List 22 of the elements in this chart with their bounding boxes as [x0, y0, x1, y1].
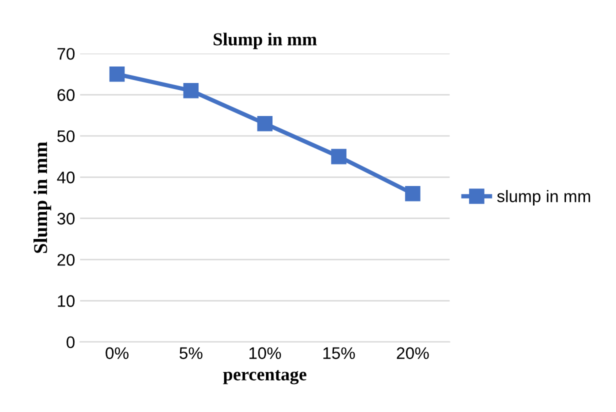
point: [405, 186, 420, 202]
x-tick-label: 5%: [180, 347, 202, 360]
x-tick-label: 20%: [396, 347, 429, 360]
y-tick-label: 70: [58, 48, 75, 60]
chart-title: Slump in mm: [214, 32, 317, 50]
y-tick-label: 60: [58, 89, 75, 101]
x-tick-label: 0%: [106, 347, 128, 360]
point: [183, 83, 199, 98]
y-tick-label: 10: [58, 295, 75, 307]
point: [109, 66, 125, 82]
y-axis-title: Slump in mm: [33, 142, 52, 253]
y-tick-label: 30: [57, 212, 75, 225]
x-tick-label: 10%: [249, 347, 281, 360]
y-tick-label: 20: [58, 254, 75, 266]
y-tick-label: 50: [57, 130, 75, 142]
point: [257, 116, 273, 132]
legend-label: slump in mm: [497, 190, 590, 206]
point: [331, 148, 346, 164]
y-tick-label: 40: [57, 172, 75, 184]
x-tick-label: 15%: [323, 347, 355, 360]
x-axis-title: percentage: [223, 370, 306, 384]
y-tick-label: 0: [66, 336, 75, 348]
